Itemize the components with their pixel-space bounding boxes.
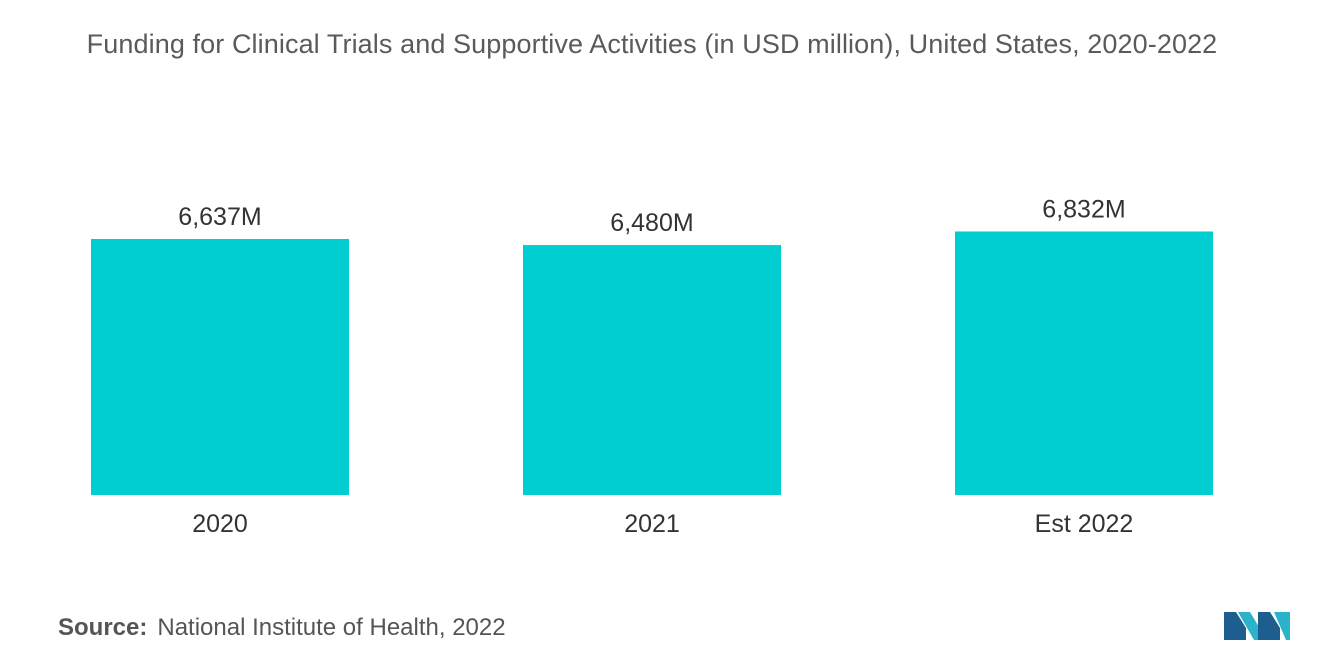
x-tick-label: 2020 [192,510,248,538]
data-label: 6,637M [178,203,261,231]
source-note: Source: National Institute of Health, 202… [58,614,506,642]
bar-2020 [91,239,349,495]
x-tick-label: Est 2022 [1035,510,1134,538]
source-text: National Institute of Health, 2022 [157,614,506,641]
bar-2021 [523,245,781,495]
data-label: 6,832M [1042,195,1125,223]
bar-est-2022 [955,231,1213,496]
source-label: Source: [58,614,148,641]
chart-title: Funding for Clinical Trials and Supporti… [86,29,1218,59]
brand-logo-icon [1224,612,1290,640]
data-label: 6,480M [610,209,693,237]
x-tick-label: 2021 [624,510,680,538]
